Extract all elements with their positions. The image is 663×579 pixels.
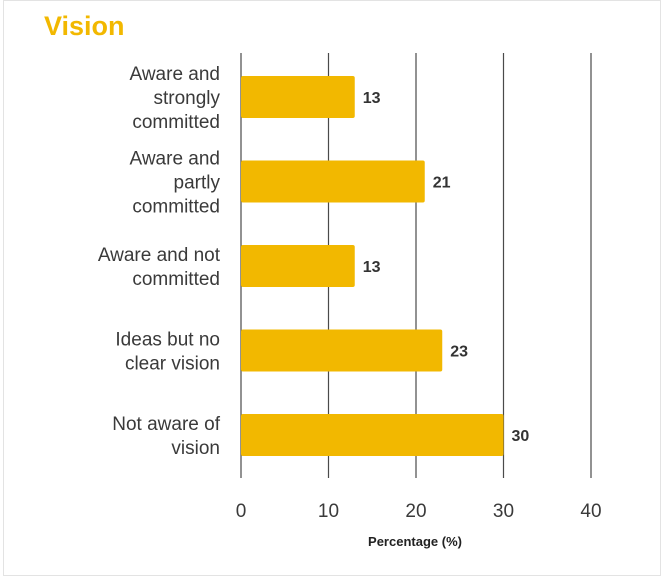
category-label-line: clear vision <box>125 354 220 375</box>
value-labels: 13 21 13 23 30 <box>363 90 530 445</box>
category-label-line: Not aware of <box>112 414 220 435</box>
category-label: Not aware of vision <box>112 414 220 459</box>
bars <box>241 76 504 456</box>
x-tick-label: 0 <box>236 501 247 522</box>
category-label: Ideas but no clear vision <box>115 330 220 375</box>
category-label-line: Ideas but no <box>115 330 220 351</box>
bar-value-label: 30 <box>512 428 530 445</box>
category-labels: Aware and strongly committed Aware and partl… <box>98 64 221 459</box>
bar-value-label: 13 <box>363 259 381 276</box>
bar-value-label: 21 <box>433 175 451 192</box>
category-label: Aware and strongly committed <box>130 64 221 133</box>
category-label-line: vision <box>171 438 220 459</box>
x-tick-label: 30 <box>493 501 514 522</box>
x-tick-label: 40 <box>580 501 601 522</box>
category-label-line: partly <box>174 173 221 194</box>
bar <box>241 245 355 287</box>
category-label-line: committed <box>132 269 220 290</box>
x-tick-labels: 0 10 20 30 40 <box>236 501 602 522</box>
chart-title: Vision <box>44 11 125 41</box>
bar <box>241 414 504 456</box>
bar <box>241 329 443 372</box>
category-label: Aware and partly committed <box>130 149 221 218</box>
bar <box>241 160 425 203</box>
category-label-line: committed <box>132 197 220 218</box>
bar-value-label: 23 <box>450 344 468 361</box>
category-label-line: Aware and <box>130 149 221 170</box>
x-axis-title: Percentage (%) <box>368 534 462 549</box>
category-label: Aware and not committed <box>98 245 221 290</box>
category-label-line: strongly <box>153 88 220 109</box>
x-tick-label: 20 <box>405 501 426 522</box>
category-label-line: Aware and <box>130 64 221 85</box>
x-tick-label: 10 <box>318 501 339 522</box>
category-label-line: Aware and not <box>98 245 221 266</box>
bar <box>241 76 355 118</box>
bar-value-label: 13 <box>363 90 381 107</box>
category-label-line: committed <box>132 112 220 133</box>
